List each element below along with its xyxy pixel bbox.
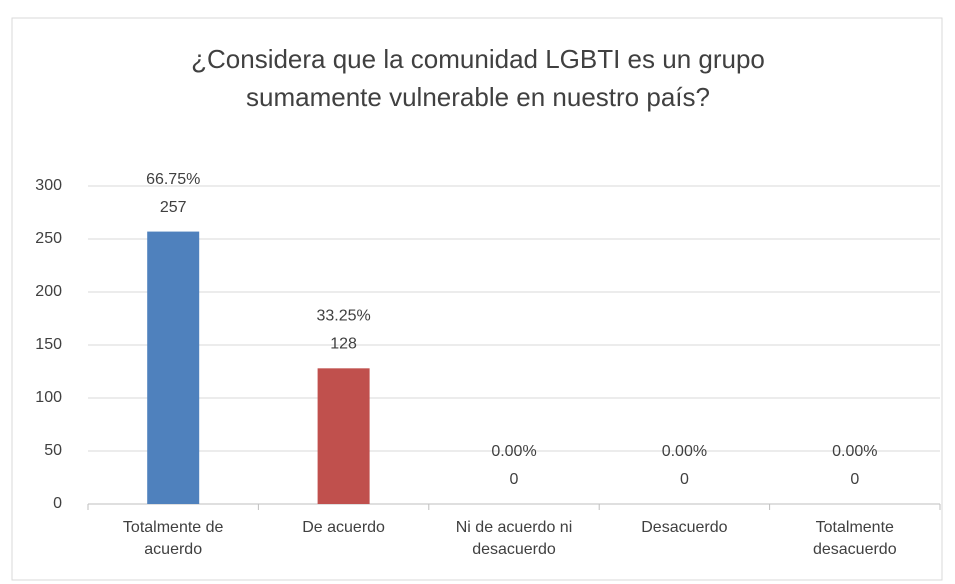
percent-label: 0.00% — [662, 443, 707, 460]
y-tick-label: 300 — [35, 177, 62, 194]
y-tick-label: 100 — [35, 389, 62, 406]
x-tick-label: De acuerdo — [302, 519, 385, 536]
percent-label: 66.75% — [146, 171, 200, 188]
y-tick-label: 250 — [35, 230, 62, 247]
bar — [147, 231, 200, 504]
y-tick-label: 200 — [35, 283, 62, 300]
y-tick-label: 0 — [53, 495, 62, 512]
percent-label: 0.00% — [491, 443, 536, 460]
value-label: 0 — [510, 471, 519, 488]
percent-label: 0.00% — [832, 443, 877, 460]
chart-title: ¿Considera que la comunidad LGBTI es un … — [191, 44, 765, 112]
y-tick-label: 50 — [44, 442, 62, 459]
chart-border — [11, 17, 943, 581]
value-label: 0 — [680, 471, 689, 488]
x-tick-label: Totalmente desacuerdo — [812, 519, 897, 558]
value-label: 128 — [330, 336, 357, 353]
value-label: 0 — [850, 471, 859, 488]
x-tick-label: Ni de acuerdo ni desacuerdo — [455, 519, 573, 558]
percent-label: 33.25% — [316, 308, 370, 325]
y-tick-label: 150 — [35, 336, 62, 353]
value-label: 257 — [160, 199, 187, 216]
x-tick-label: Totalmente de acuerdo — [122, 519, 224, 558]
bar — [317, 368, 370, 504]
x-tick-label: Desacuerdo — [641, 519, 728, 536]
